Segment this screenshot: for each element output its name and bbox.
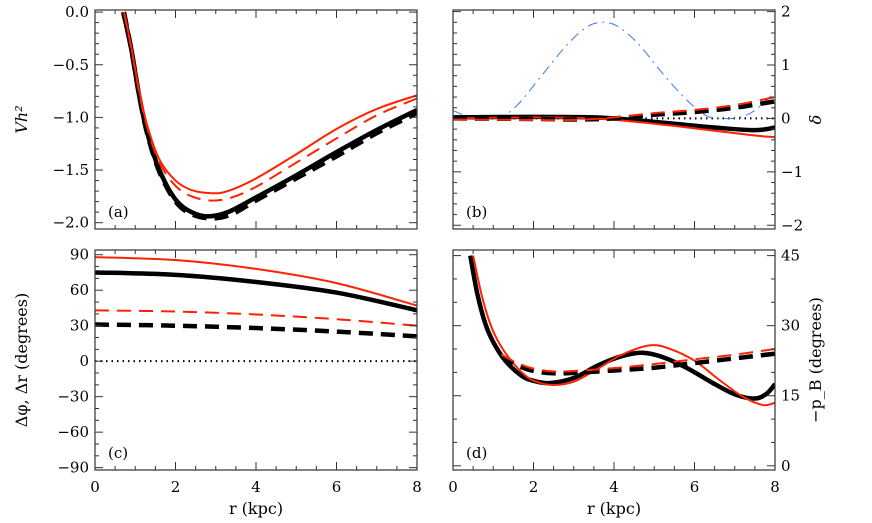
- series-group: [468, 255, 775, 407]
- y-axis-label: Vh²: [12, 105, 31, 133]
- y-tick-label: 1: [781, 56, 791, 74]
- series-line-3-dashed: [500, 348, 775, 373]
- y-axis-label: −p_B (degrees): [806, 297, 825, 423]
- series-line-3-dashed: [95, 309, 417, 327]
- panel-a: 0.0 −0.5 −1.0 −1.5 −2.0 (a) Vh²: [12, 3, 418, 232]
- y-tick-label: −0.5: [53, 56, 89, 74]
- series-line-2-solid: [95, 270, 417, 313]
- panel-d: 0 2 4 6 8 45 30 15 0 (d) −p_B (degrees) r (kpc): [448, 247, 825, 518]
- y-tick-label: −1.0: [53, 108, 89, 126]
- series-line-4-dashed: [453, 99, 775, 122]
- panel-label: (d): [466, 444, 487, 462]
- y-tick-label: 0.0: [65, 3, 89, 21]
- x-tick-label: 4: [251, 478, 261, 496]
- series-line-2-solid: [123, 11, 417, 195]
- series-line-5-dashed: [453, 96, 775, 122]
- series-group: [120, 11, 417, 221]
- y-tick-label: 60: [70, 281, 89, 299]
- series-line-1-dashdot: [453, 21, 775, 120]
- series-group: [95, 256, 417, 363]
- y-tick-label: 0: [781, 109, 791, 127]
- series-line-3-dashed: [122, 11, 417, 202]
- y-tick-label: 2: [781, 3, 791, 21]
- y-tick-label: −60: [57, 423, 89, 441]
- x-tick-label: 4: [609, 478, 619, 496]
- x-tick-label: 0: [90, 478, 100, 496]
- panel-label: (b): [466, 203, 487, 221]
- panel-c: 0 2 4 6 8 90 60 30 0 −30 −60 −90 (c) Δφ, Δr (degrees)…: [12, 246, 422, 518]
- panel-label: (c): [108, 444, 128, 462]
- y-tick-label: −2.0: [53, 214, 89, 232]
- y-tick-label: 0: [781, 457, 791, 475]
- x-tick-label: 2: [171, 478, 181, 496]
- series-line-2-dashed: [500, 351, 775, 376]
- panel-label: (a): [108, 203, 129, 221]
- x-tick-label: 2: [529, 478, 539, 496]
- series-line-3-solid: [453, 116, 775, 139]
- panel-b: 2 1 0 −1 −2 (b) δ: [452, 3, 825, 234]
- x-tick-label: 8: [770, 478, 780, 496]
- x-tick-label: 8: [412, 478, 422, 496]
- y-tick-label: 90: [70, 246, 89, 264]
- y-tick-label: −90: [57, 459, 89, 477]
- y-tick-label: −1.5: [53, 161, 89, 179]
- y-tick-label: −30: [57, 388, 89, 406]
- y-tick-label: −1: [781, 163, 803, 181]
- y-axis-label: δ: [806, 115, 825, 125]
- x-tick-label: 0: [448, 478, 458, 496]
- series-line-4-dashed: [95, 322, 417, 339]
- y-tick-label: 30: [70, 317, 89, 335]
- y-axis-label: Δφ, Δr (degrees): [12, 293, 31, 427]
- x-tick-label: 6: [332, 478, 342, 496]
- x-axis-label: r (kpc): [229, 499, 283, 518]
- y-tick-label: 0: [79, 352, 89, 370]
- series-line-1-solid: [95, 256, 417, 307]
- x-tick-label: 6: [690, 478, 700, 496]
- y-tick-label: −2: [781, 216, 803, 234]
- y-tick-label: 30: [781, 317, 800, 335]
- y-tick-label: 45: [781, 247, 800, 265]
- series-line-0-solid: [468, 255, 775, 401]
- y-tick-label: 15: [781, 387, 800, 405]
- series-line-1-solid: [472, 255, 775, 407]
- series-group: [453, 21, 775, 139]
- x-axis-label: r (kpc): [587, 499, 641, 518]
